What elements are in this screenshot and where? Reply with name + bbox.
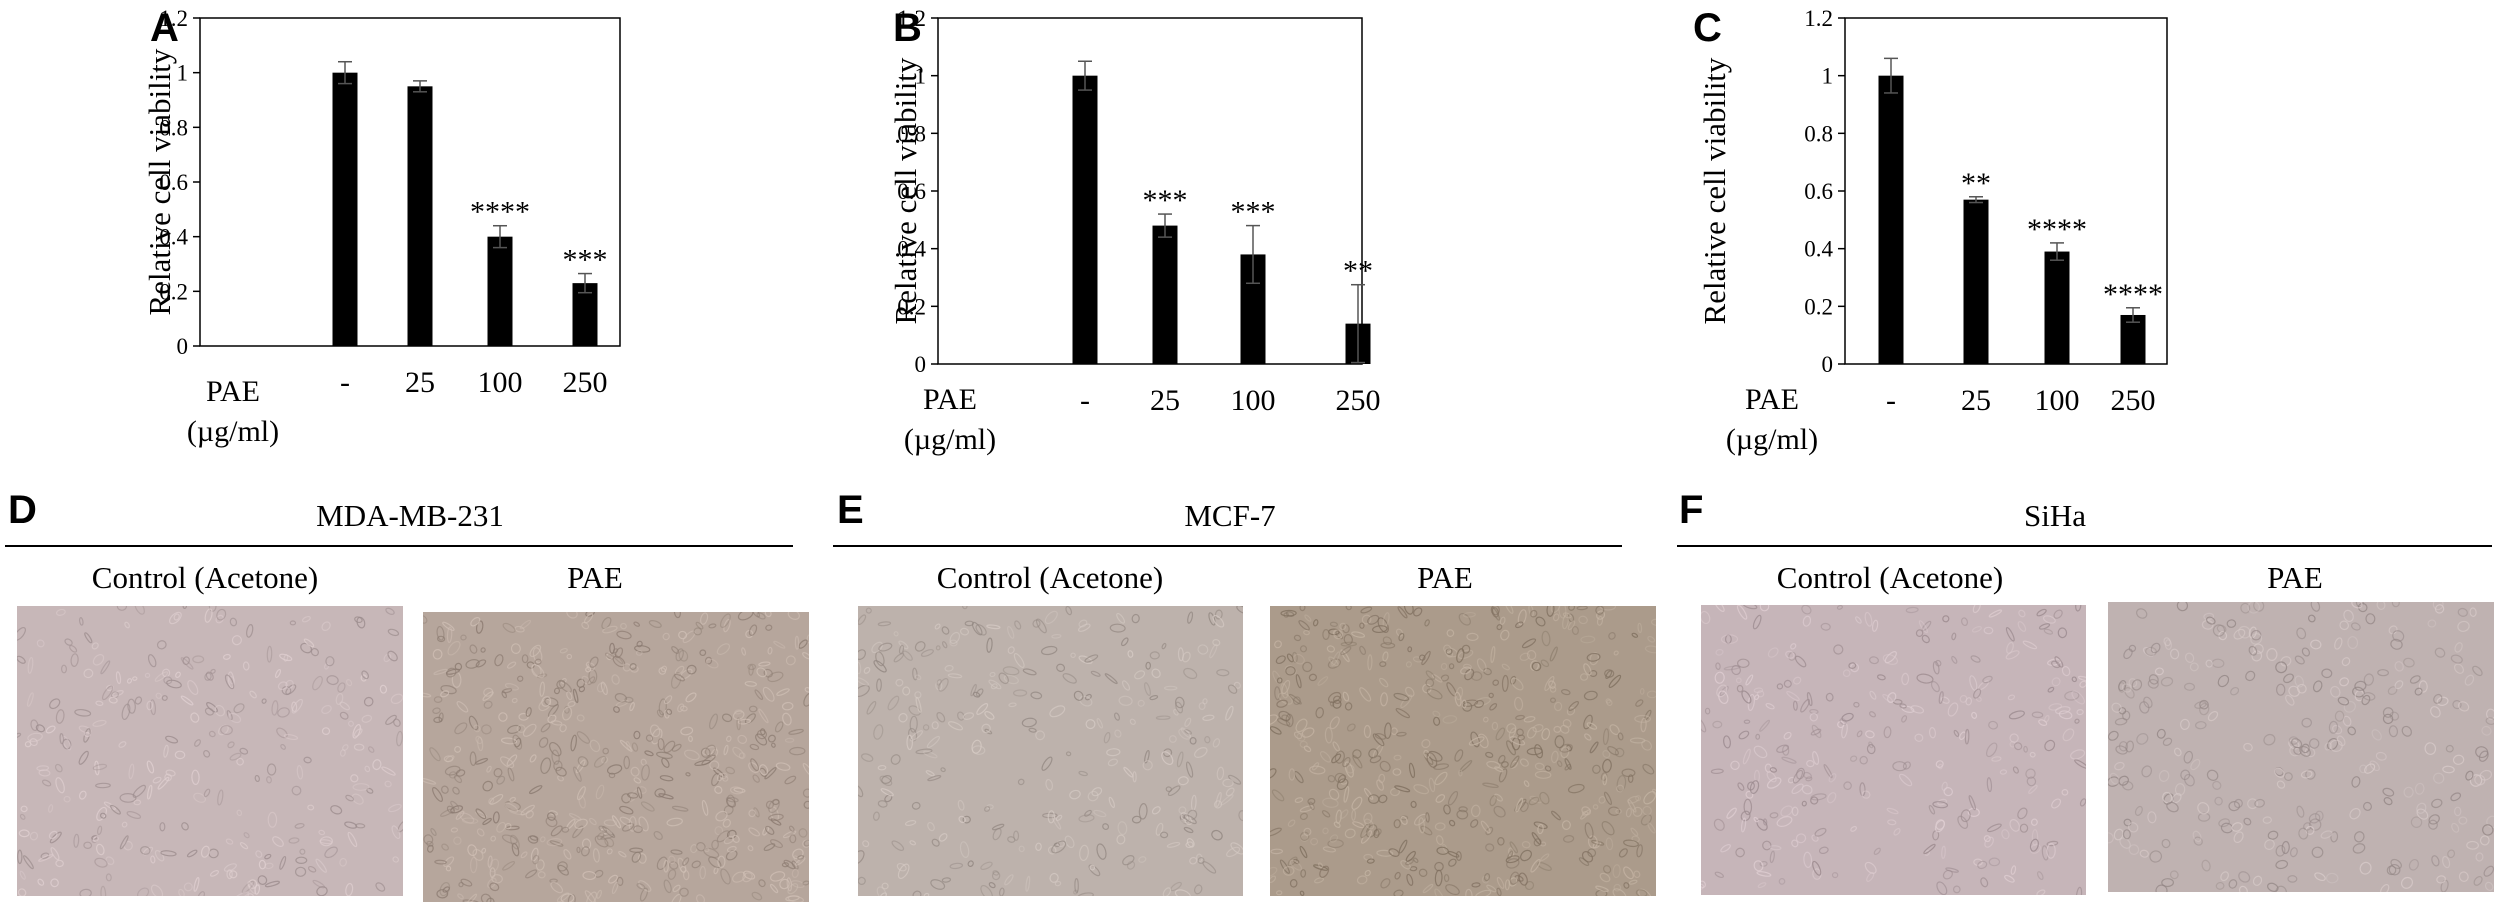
chart-b-category-label: - [1080,384,1090,417]
chart-a-ylabel: Relative cell viability [142,48,177,315]
chart-b-ytick-label: 1 [915,64,927,89]
chart-c-category-label: - [1886,384,1896,417]
panel-e-control-micrograph [858,606,1243,896]
chart-a-category-label: - [340,366,350,399]
chart-a-x-header-unit: (µg/ml) [186,415,280,448]
chart-b-ytick-label: 1.2 [897,6,926,31]
chart-b-bar [1152,225,1178,364]
chart-c-bar [2044,251,2070,364]
panel-d-pae-label: PAE [567,560,623,595]
chart-a-category-label: 100 [478,366,523,399]
chart-a-ytick-label: 1 [177,61,189,86]
panel-f-control-label: Control (Acetone) [1776,560,2004,595]
chart-c-x-header-label: PAE [1745,383,1799,416]
chart-b-significance: ** [1343,255,1373,288]
panel-letter-f: F [1679,488,1704,532]
chart-b-ytick-label: 0.8 [897,121,926,146]
chart-a-ytick-label: 0.2 [159,279,188,304]
chart-c-ytick-label: 0.2 [1804,294,1833,319]
chart-b-category-label: 25 [1150,384,1180,417]
panel-letter-c: C [1693,6,1722,50]
panel-letter-a: A [150,6,179,50]
chart-c-ytick-label: 0.4 [1804,237,1833,262]
panel-e-pae-label: PAE [1417,560,1473,595]
panel-letter-b: B [893,6,922,50]
chart-a-ytick-label: 1.2 [159,6,188,31]
chart-a-ytick-label: 0 [177,334,189,359]
panel-f-divider [1677,545,2492,547]
chart-c-category-label: 250 [2111,384,2156,417]
chart-b-significance: *** [1231,196,1276,229]
bar-charts: 0 0.2 0.4 0.6 0.8 1 1.2 Relative cell viability… [142,6,2168,417]
chart-c-ytick-label: 1.2 [1804,6,1833,31]
panel-e-pae-micrograph [1270,606,1656,896]
panel-f-pae-label: PAE [2267,560,2323,595]
chart-c-ytick-label: 0.6 [1804,179,1833,204]
panel-f-control-micrograph [1701,605,2086,895]
panel-d-control-micrograph [17,606,403,896]
chart-c-ytick-label: 0.8 [1804,121,1833,146]
panel-d-divider [5,545,793,547]
chart-c-significance: ** [1961,167,1991,200]
panel-f-cell-line: SiHa [2024,498,2086,533]
chart-b-ytick-label: 0.6 [897,179,926,204]
chart-b-significance: *** [1143,184,1188,217]
chart-b-ytick-label: 0 [915,352,927,377]
chart-c-ytick-label: 1 [1822,64,1834,89]
chart-b-x-header-unit: (µg/ml) [903,423,997,456]
chart-a-x-header-label: PAE [206,375,260,408]
chart-b-bar [1072,75,1098,365]
panel-d-cell-line: MDA-MB-231 [316,498,504,533]
chart-a-ytick-label: 0.4 [159,225,188,250]
chart-c-bar [1963,199,1989,364]
chart-c-bar [2120,314,2146,364]
panel-e-control-label: Control (Acetone) [936,560,1164,595]
panel-d-control-label: Control (Acetone) [91,560,319,595]
chart-c-ylabel: Relative cell viability [1697,57,1732,324]
panel-e-cell-line: MCF-7 [1184,498,1276,533]
chart-a-category-label: 25 [405,366,435,399]
panel-f-pae-micrograph [2108,602,2494,892]
chart-b-ytick-label: 0.2 [897,294,926,319]
chart-a-significance: **** [470,196,530,229]
chart-c-significance: **** [2027,213,2087,246]
panel-d-pae-micrograph [423,612,809,902]
chart-a-ytick-label: 0.8 [159,115,188,140]
chart-c-bar [1878,75,1904,365]
chart-a-ytick-label: 0.6 [159,170,188,195]
chart-c-significance: **** [2103,278,2163,311]
chart-b-category-label: 100 [1231,384,1276,417]
chart-c-ytick-label: 0 [1822,352,1834,377]
chart-c-category-label: 100 [2035,384,2080,417]
chart-b-category-label: 250 [1336,384,1381,417]
chart-a-category-label: 250 [563,366,608,399]
panel-e-divider [833,545,1622,547]
panel-letter-d: D [8,488,37,532]
chart-b-ylabel: Relative cell viability [888,57,923,324]
chart-c-category-label: 25 [1961,384,1991,417]
chart-a-bar [487,236,513,346]
chart-b-ytick-label: 0.4 [897,237,926,262]
panel-letter-e: E [837,488,864,532]
chart-b-x-header-label: PAE [923,383,977,416]
chart-a-significance: *** [563,244,608,277]
chart-a-bar [407,86,433,346]
chart-c-x-header-unit: (µg/ml) [1725,423,1819,456]
chart-a-bar [572,283,598,346]
chart-a-bar [332,72,358,347]
